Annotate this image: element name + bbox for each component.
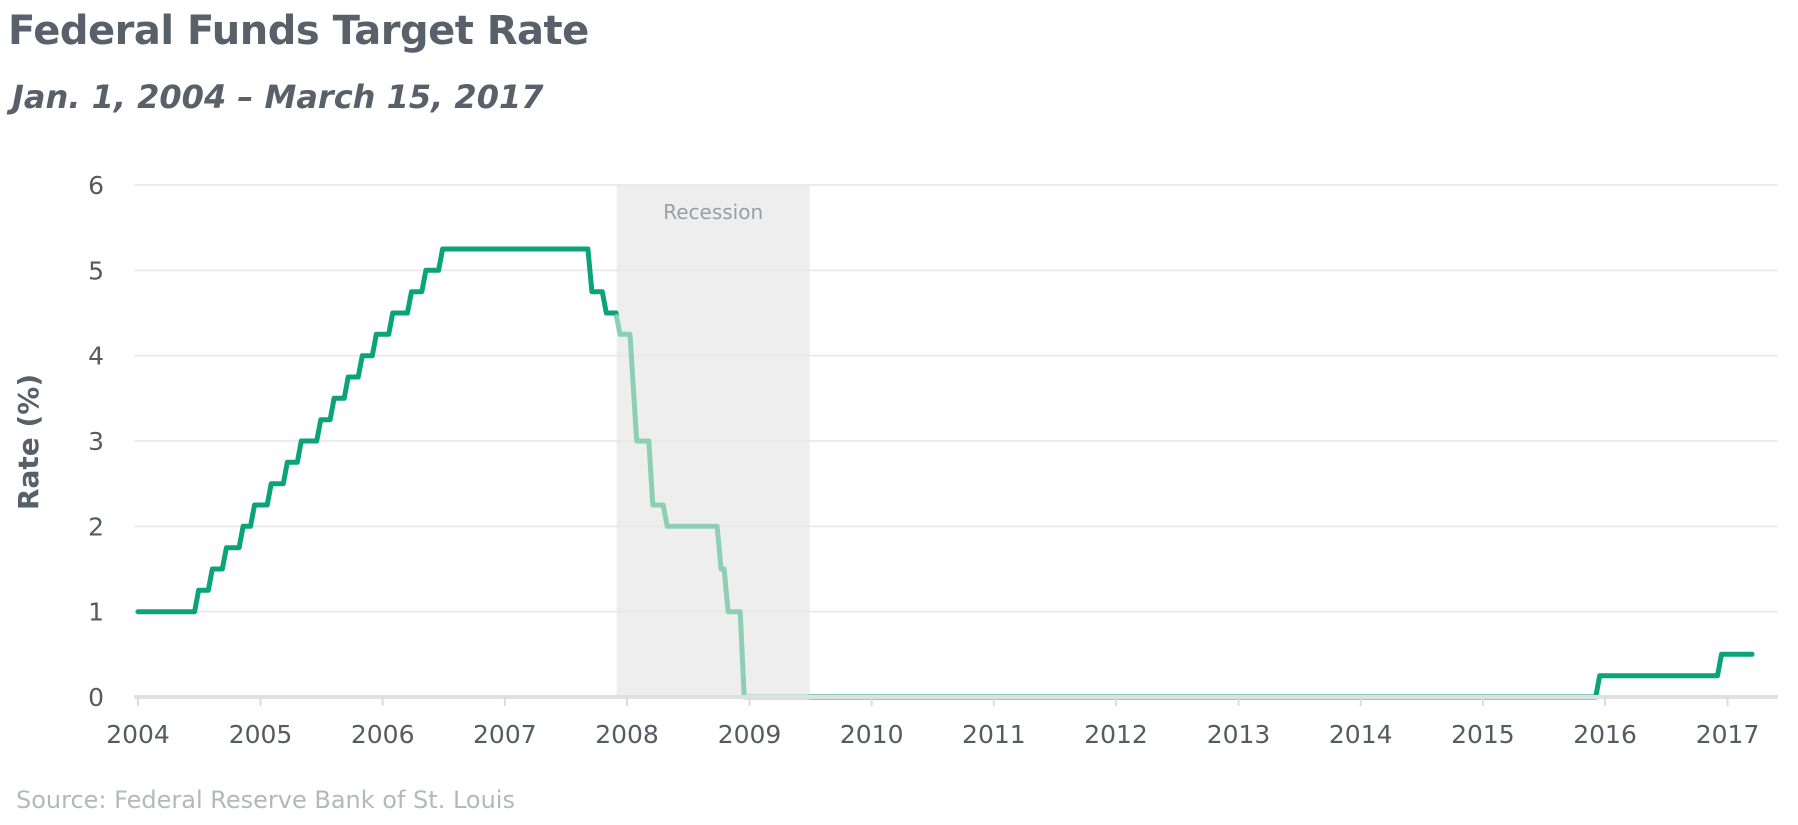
y-axis-label: Rate (%) bbox=[12, 374, 45, 510]
x-tick-label: 2007 bbox=[473, 720, 537, 749]
rate-line-post-recession bbox=[807, 651, 1755, 700]
rate-line-pre-recession bbox=[135, 246, 620, 615]
x-tick-label: 2005 bbox=[229, 720, 293, 749]
x-tick-label: 2004 bbox=[106, 720, 170, 749]
y-tick-label: 4 bbox=[88, 342, 104, 371]
source-note: Source: Federal Reserve Bank of St. Loui… bbox=[16, 786, 515, 814]
y-tick-label: 1 bbox=[88, 598, 104, 627]
x-tick-label: 2017 bbox=[1696, 720, 1760, 749]
y-tick-label: 3 bbox=[88, 427, 104, 456]
recession-label: Recession bbox=[663, 200, 763, 224]
x-tick-label: 2011 bbox=[962, 720, 1026, 749]
chart-subtitle: Jan. 1, 2004 – March 15, 2017 bbox=[12, 78, 544, 116]
axes: 0 1 2 3 4 5 6 2004 2005 2006 2007 2008 2009 2010 2011 2… bbox=[88, 171, 1778, 749]
x-tick-label: 2006 bbox=[351, 720, 415, 749]
x-tick-label: 2010 bbox=[840, 720, 904, 749]
x-tick-label: 2009 bbox=[718, 720, 782, 749]
x-tick-label: 2008 bbox=[595, 720, 659, 749]
series-line-layer bbox=[135, 246, 1755, 700]
chart-title: Federal Funds Target Rate bbox=[8, 8, 589, 54]
y-tick-label: 6 bbox=[88, 171, 104, 200]
y-tick-label: 2 bbox=[88, 512, 104, 541]
y-tick-label: 5 bbox=[88, 256, 104, 285]
x-tick-label: 2015 bbox=[1451, 720, 1515, 749]
x-tick-label: 2012 bbox=[1084, 720, 1148, 749]
x-tick-label: 2014 bbox=[1329, 720, 1393, 749]
x-tick-label: 2016 bbox=[1573, 720, 1637, 749]
x-tick-label: 2013 bbox=[1207, 720, 1271, 749]
gridlines bbox=[134, 184, 1778, 613]
rate-line-recession bbox=[614, 314, 813, 700]
y-tick-label: 0 bbox=[88, 683, 104, 712]
